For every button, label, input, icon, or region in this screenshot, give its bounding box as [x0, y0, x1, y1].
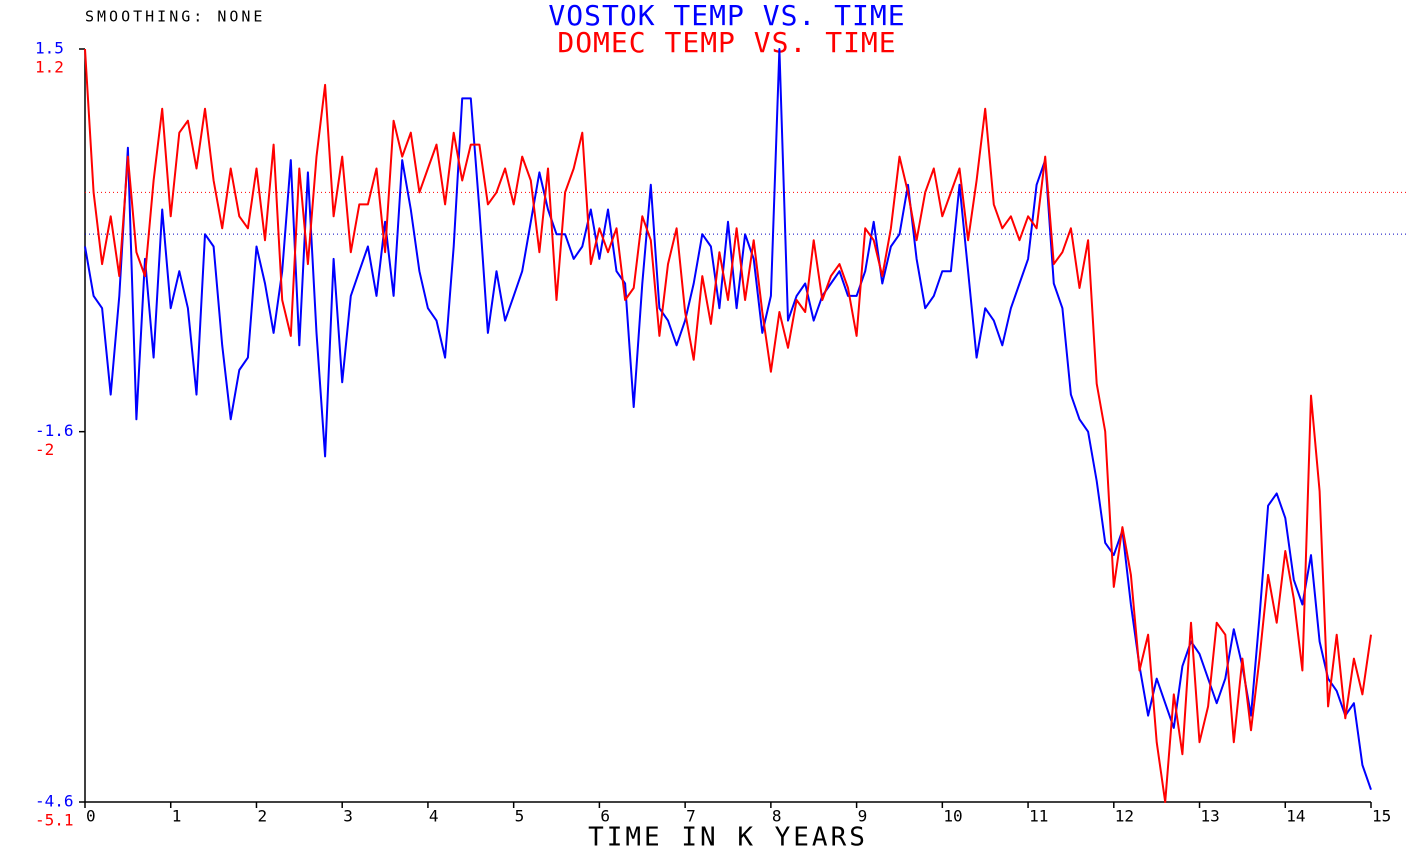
x-tick-label: 14: [1286, 807, 1305, 826]
x-tick-label: 15: [1372, 807, 1391, 826]
series-line: [84, 48, 1372, 803]
x-tick-label: 9: [858, 807, 868, 826]
x-tick-label: 1: [172, 807, 182, 826]
y2-tick-label: -2: [35, 440, 54, 459]
y2-tick-label: -5.1: [35, 811, 74, 830]
x-tick-label: 7: [686, 807, 696, 826]
chart-title: VOSTOK TEMP VS. TIME: [548, 0, 905, 32]
x-tick-label: 2: [257, 807, 267, 826]
y2-tick-label: 1.2: [35, 58, 64, 77]
x-tick-label: 3: [343, 807, 353, 826]
x-tick-label: 4: [429, 807, 439, 826]
x-tick-label: 0: [86, 807, 96, 826]
x-tick-label: 11: [1029, 807, 1048, 826]
x-tick-label: 12: [1115, 807, 1134, 826]
x-tick-label: 6: [600, 807, 610, 826]
x-tick-label: 8: [772, 807, 782, 826]
series-line: [84, 48, 1372, 791]
chart-subtitle: DOMEC TEMP VS. TIME: [557, 26, 896, 59]
y-tick-label: 1.5: [35, 39, 64, 58]
y-tick-label: -4.6: [35, 792, 74, 811]
x-tick-label: 13: [1201, 807, 1220, 826]
x-tick-label: 10: [943, 807, 962, 826]
x-tick-label: 5: [515, 807, 525, 826]
smoothing-note: SMOOTHING: NONE: [85, 8, 265, 26]
y-tick-label: -1.6: [35, 421, 74, 440]
x-axis-label: TIME IN K YEARS: [588, 823, 868, 851]
